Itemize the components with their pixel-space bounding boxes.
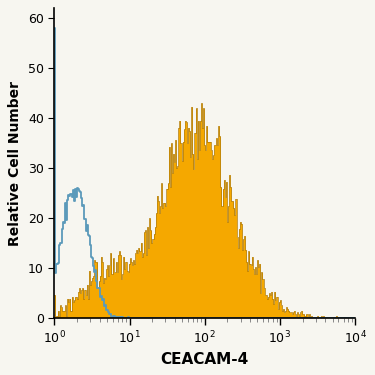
X-axis label: CEACAM-4: CEACAM-4 <box>160 352 249 367</box>
Y-axis label: Relative Cell Number: Relative Cell Number <box>8 81 22 246</box>
